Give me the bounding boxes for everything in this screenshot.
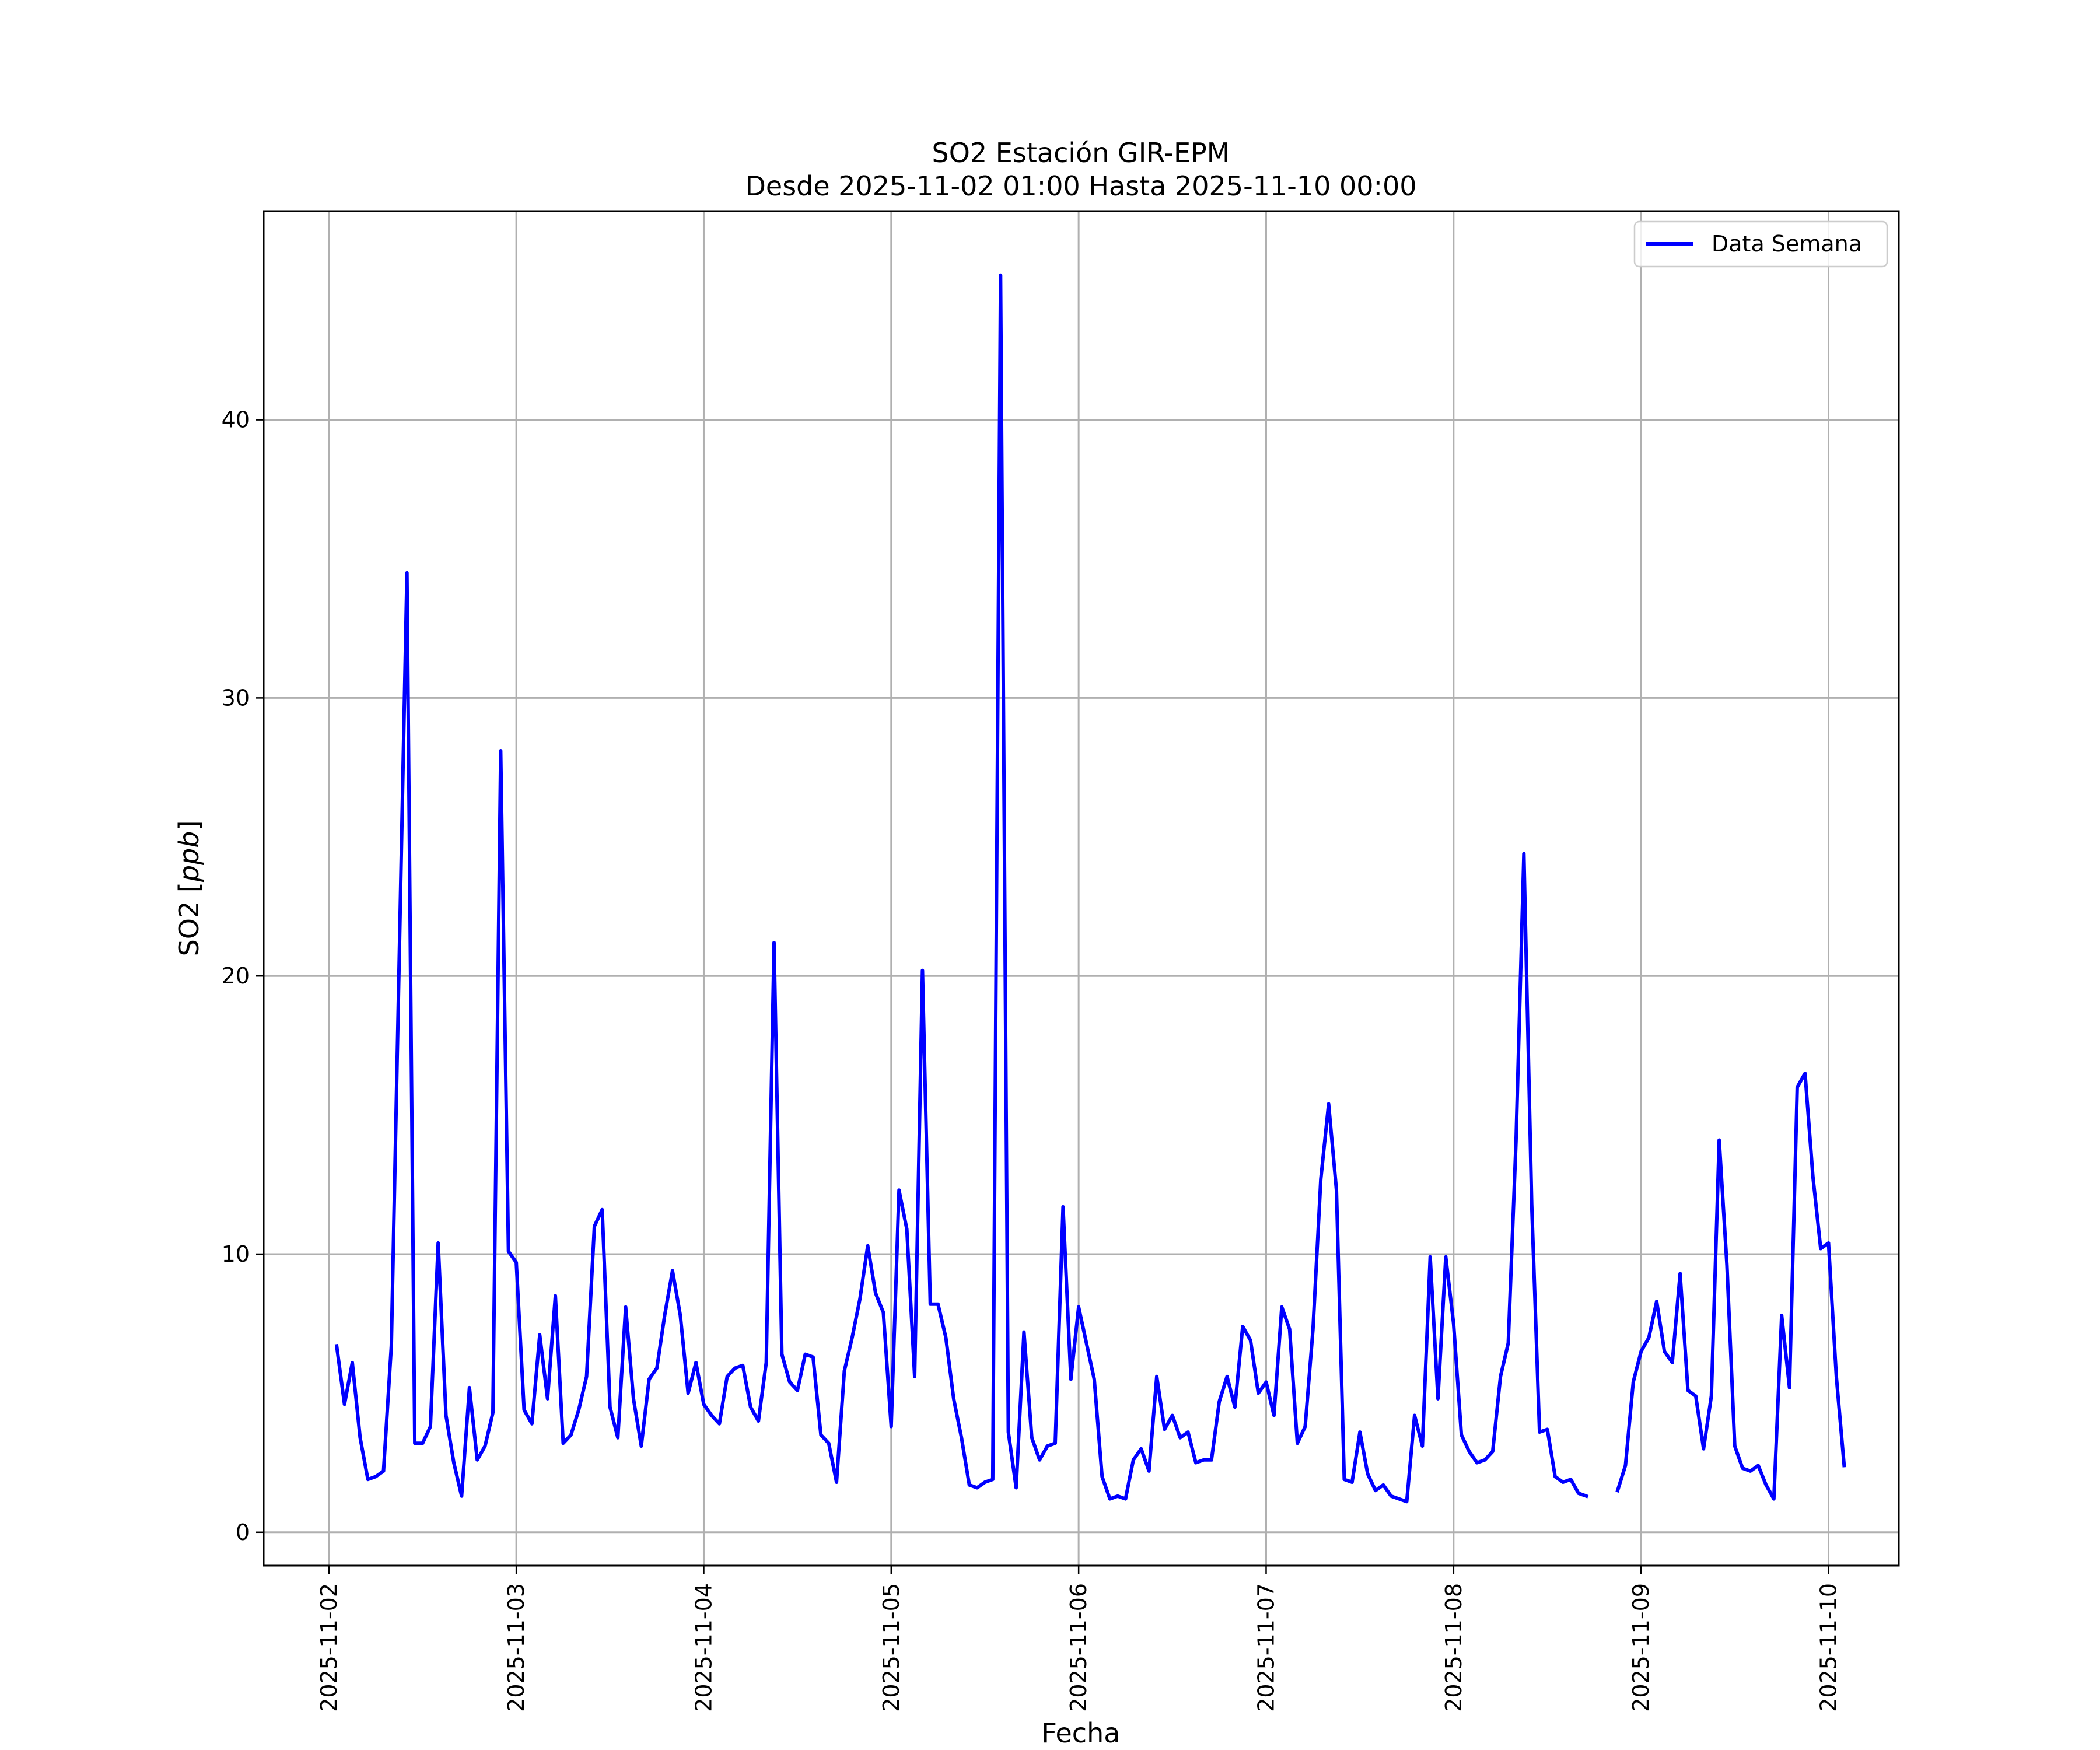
legend-box <box>1633 220 1888 268</box>
x-tick-label: 2025-11-08 <box>1441 1583 1466 1712</box>
y-axis-label: SO2 [ppb] <box>173 821 205 957</box>
y-tick-label: 20 <box>222 963 250 989</box>
x-tick-label: 2025-11-06 <box>1066 1583 1091 1712</box>
x-tick-label: 2025-11-03 <box>503 1583 529 1712</box>
x-tick-label: 2025-11-02 <box>316 1583 342 1712</box>
y-tick-label: 10 <box>222 1241 250 1267</box>
y-axis-label-unit: ppb <box>173 831 205 883</box>
y-tick-label: 40 <box>222 407 250 433</box>
grid-lines <box>264 211 1899 1566</box>
y-tick-label: 30 <box>222 685 250 710</box>
x-tick-label: 2025-11-09 <box>1628 1583 1654 1712</box>
series-line <box>1615 1072 1846 1501</box>
legend: Data Semana <box>1633 220 1888 268</box>
legend-label: Data Semana <box>1712 231 1862 257</box>
y-tick-label: 0 <box>236 1520 250 1545</box>
x-tick-label: 2025-11-07 <box>1253 1583 1279 1712</box>
x-tick-label: 2025-11-04 <box>691 1583 716 1712</box>
chart-subtitle: Desde 2025-11-02 01:00 Hasta 2025-11-10 … <box>745 170 1416 202</box>
y-axis-label-prefix: SO2 [ <box>173 882 205 956</box>
series-lines <box>334 273 1846 1504</box>
chart-title: SO2 Estación GIR-EPM <box>932 137 1230 169</box>
plot-frame <box>262 210 1900 1567</box>
y-axis-label-suffix: ] <box>173 821 205 831</box>
x-tick-label: 2025-11-05 <box>878 1583 904 1712</box>
x-tick-label: 2025-11-10 <box>1815 1583 1841 1712</box>
x-axis-label: Fecha <box>1042 1717 1121 1749</box>
axis-ticks: 2025-11-02 2025-11-03 2025-11-04 2025-11-05… <box>222 407 1842 1712</box>
series-line <box>334 273 1589 1504</box>
